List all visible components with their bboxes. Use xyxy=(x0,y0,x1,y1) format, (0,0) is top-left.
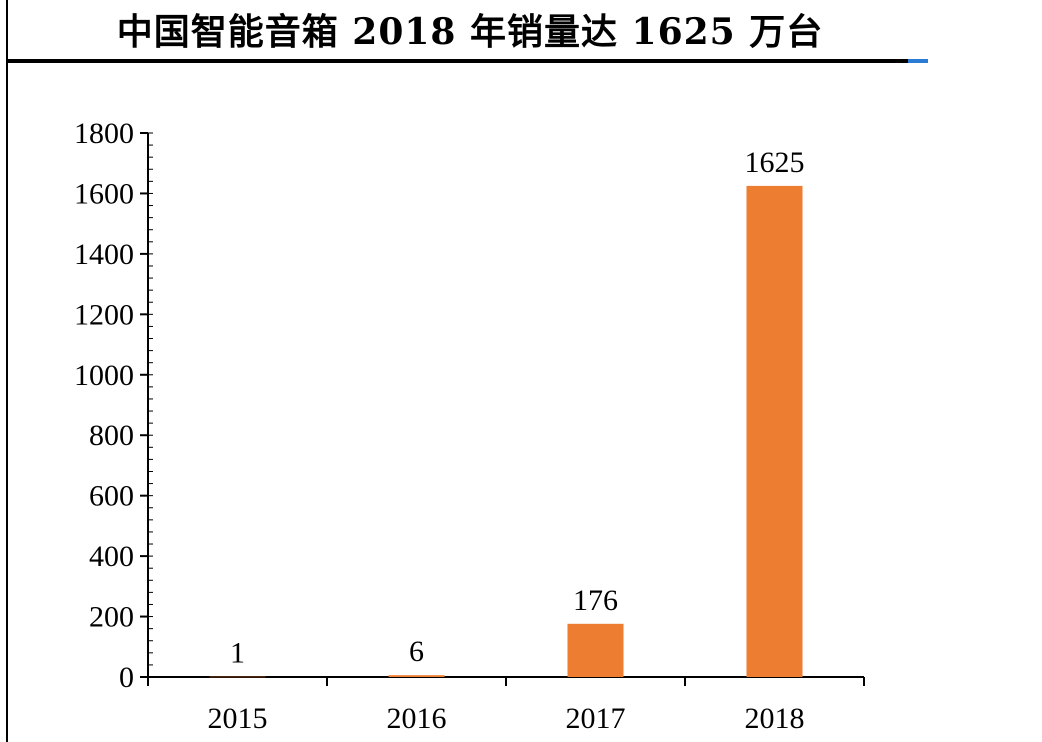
y-tick-label: 1600 xyxy=(74,177,134,210)
y-tick-label: 800 xyxy=(89,419,134,452)
chart-title: 中国智能音箱 2018 年销量达 1625 万台 xyxy=(116,11,824,53)
y-tick-label: 0 xyxy=(119,661,134,694)
x-category-label: 2018 xyxy=(745,702,805,735)
x-category-label: 2017 xyxy=(566,702,626,735)
data-label: 1625 xyxy=(745,146,805,179)
y-tick-label: 1200 xyxy=(74,298,134,331)
title-underline-accent xyxy=(908,59,928,63)
bar xyxy=(746,185,803,677)
bar xyxy=(209,676,266,678)
title-underline xyxy=(8,59,908,63)
y-tick-label: 1400 xyxy=(74,238,134,271)
x-category-label: 2016 xyxy=(387,702,447,735)
y-tick-label: 400 xyxy=(89,540,134,573)
y-tick-label: 200 xyxy=(89,601,134,634)
bar xyxy=(567,623,624,677)
y-tick-label: 1800 xyxy=(74,117,134,150)
bar xyxy=(388,675,445,677)
data-label: 6 xyxy=(409,635,424,668)
left-border xyxy=(6,0,8,742)
y-tick-label: 600 xyxy=(89,480,134,513)
y-tick-label: 1000 xyxy=(74,359,134,392)
data-label: 176 xyxy=(573,584,618,617)
x-category-label: 2015 xyxy=(208,702,268,735)
data-label: 1 xyxy=(230,637,245,670)
